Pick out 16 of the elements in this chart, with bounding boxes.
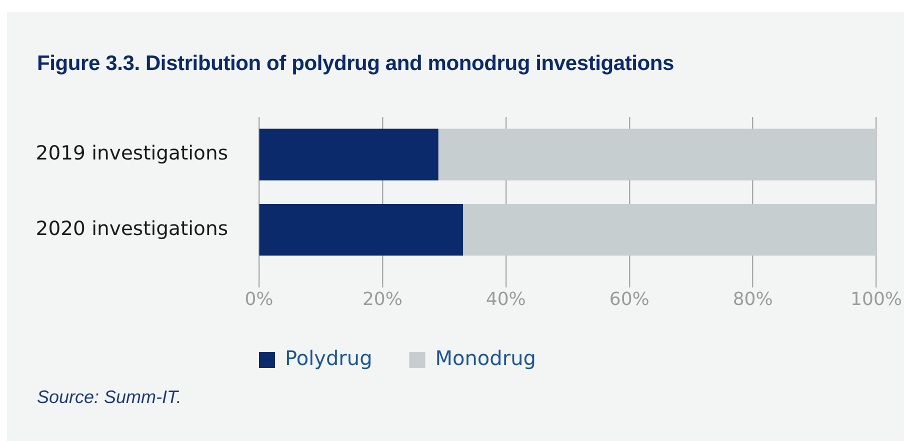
x-tick-label: 80% bbox=[732, 288, 773, 310]
x-tick-label: 20% bbox=[362, 288, 402, 310]
x-tick-label: 60% bbox=[609, 288, 650, 310]
source-note: Source: Summ-IT. bbox=[37, 387, 182, 408]
bar bbox=[438, 128, 876, 180]
x-tick-label: 0% bbox=[244, 288, 274, 310]
bar bbox=[462, 204, 876, 256]
y-tick-label: 2020 investigations bbox=[36, 216, 228, 240]
bar bbox=[259, 204, 464, 256]
bar bbox=[259, 128, 438, 180]
chart-title: Figure 3.3. Distribution of polydrug and monodrug investigations bbox=[37, 52, 674, 76]
x-tick-label: 100% bbox=[850, 288, 902, 310]
y-tick-label: 2019 investigations bbox=[36, 142, 228, 165]
legend-label: Polydrug bbox=[285, 346, 372, 370]
x-tick-label: 40% bbox=[486, 288, 526, 310]
legend-label: Monodrug bbox=[435, 346, 536, 370]
